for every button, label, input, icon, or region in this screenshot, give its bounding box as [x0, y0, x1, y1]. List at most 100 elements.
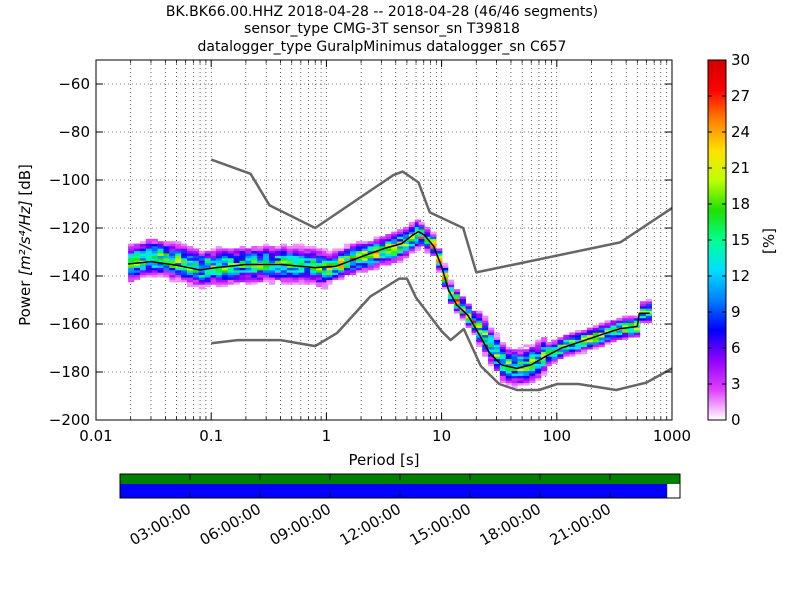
- heatmap-cell: [151, 274, 158, 278]
- heatmap-cell: [551, 358, 558, 362]
- heatmap-cell: [397, 258, 404, 261]
- heatmap-cell: [338, 270, 345, 273]
- heatmap-cell: [541, 370, 548, 374]
- heatmap-cell: [391, 258, 398, 261]
- heatmap-cell: [403, 241, 410, 244]
- heatmap-cell: [349, 243, 357, 247]
- heatmap-cell: [373, 238, 380, 242]
- heatmap-cell: [408, 248, 416, 252]
- heatmap-cell: [192, 260, 200, 264]
- heatmap-cell: [586, 344, 594, 348]
- heatmap-cell: [151, 248, 158, 252]
- heatmap-cell: [517, 368, 524, 372]
- heatmap-cell: [181, 262, 188, 266]
- heatmap-cell: [385, 262, 392, 266]
- heatmap-cell: [361, 253, 368, 256]
- heatmap-cell: [563, 334, 570, 338]
- heatmap-cell: [414, 219, 421, 223]
- heatmap-cell: [442, 284, 449, 288]
- heatmap-cell: [488, 356, 495, 360]
- heatmap-cell: [257, 246, 264, 249]
- heatmap-cell: [471, 315, 478, 319]
- heatmap-cell: [447, 286, 455, 290]
- heatmap-cell: [355, 246, 363, 249]
- heatmap-cell: [367, 258, 374, 261]
- heatmap-cell: [499, 354, 507, 357]
- heatmap-cell: [482, 330, 489, 333]
- heatmap-cell: [187, 279, 194, 283]
- heatmap-cell: [204, 274, 211, 278]
- heatmap-cell: [418, 238, 425, 242]
- heatmap-cell: [269, 272, 276, 276]
- heatmap-cell: [322, 250, 329, 254]
- heatmap-cell: [251, 279, 258, 283]
- heatmap-cell: [541, 358, 548, 362]
- heatmap-cell: [263, 267, 270, 271]
- heatmap-cell: [442, 262, 449, 266]
- heatmap-cell: [263, 248, 270, 252]
- heatmap-cell: [592, 325, 599, 328]
- heatmap-cell: [517, 380, 524, 384]
- heatmap-cell: [139, 253, 147, 256]
- y-tick-label: −100: [49, 171, 90, 189]
- heatmap-cell: [139, 258, 147, 261]
- heatmap-cell: [221, 253, 229, 256]
- heatmap-cell: [316, 262, 323, 266]
- heatmap-cell: [298, 250, 305, 254]
- heatmap-cell: [134, 246, 141, 249]
- heatmap-cell: [610, 327, 617, 331]
- heatmap-cell: [349, 265, 357, 268]
- heatmap-cell: [628, 332, 635, 336]
- heatmap-cell: [245, 272, 252, 276]
- heatmap-cell: [499, 351, 507, 355]
- heatmap-cell: [157, 258, 164, 261]
- heatmap-cell: [286, 267, 293, 271]
- x-tick-label: 1: [322, 427, 332, 445]
- colorbar-tick-label: 15: [731, 231, 750, 249]
- heatmap-cell: [511, 378, 518, 381]
- heatmap-cell: [563, 349, 570, 352]
- heatmap-cell: [476, 322, 483, 326]
- heatmap-cell: [639, 301, 647, 304]
- heatmap-cell: [355, 248, 363, 252]
- heatmap-cell: [476, 310, 483, 314]
- heatmap-cell: [344, 270, 351, 273]
- heatmap-cell: [316, 265, 323, 268]
- heatmap-cell: [379, 236, 386, 240]
- heatmap-cell: [269, 260, 276, 264]
- heatmap-cell: [310, 250, 317, 254]
- heatmap-cell: [128, 274, 135, 278]
- heatmap-cell: [397, 246, 404, 249]
- heatmap-cell: [628, 330, 635, 333]
- heatmap-cell: [361, 267, 368, 271]
- heatmap-cell: [251, 272, 258, 276]
- heatmap-cell: [269, 277, 276, 280]
- heatmap-cell: [529, 361, 536, 364]
- heatmap-cell: [304, 277, 311, 280]
- heatmap-cell: [221, 258, 229, 261]
- heatmap-cell: [169, 250, 176, 254]
- heatmap-cell: [610, 339, 617, 343]
- heatmap-cell: [482, 315, 489, 319]
- heatmap-cell: [453, 298, 461, 302]
- heatmap-cell: [274, 248, 282, 252]
- heatmap-cell: [361, 270, 368, 273]
- heatmap-cell: [233, 265, 240, 268]
- heatmap-cell: [598, 325, 605, 328]
- heatmap-cell: [169, 246, 176, 249]
- heatmap-cell: [298, 243, 305, 247]
- heatmap-cell: [210, 279, 217, 283]
- heatmap-cell: [316, 248, 323, 252]
- heatmap-cell: [499, 380, 507, 384]
- heatmap-cell: [424, 246, 431, 249]
- heatmap-cell: [349, 270, 357, 273]
- heatmap-cell: [634, 334, 641, 338]
- heatmap-cell: [326, 277, 333, 280]
- heatmap-cell: [541, 346, 548, 350]
- plot-area: 0.01 0.1 1 10 100 1000 −60 −80 −100 −120 −140 −160…: [49, 59, 691, 445]
- heatmap-cell: [169, 241, 176, 244]
- heatmap-cell: [459, 318, 466, 321]
- heatmap-cell: [233, 260, 240, 264]
- heatmap-cell: [586, 342, 594, 345]
- heatmap-cell: [616, 325, 623, 328]
